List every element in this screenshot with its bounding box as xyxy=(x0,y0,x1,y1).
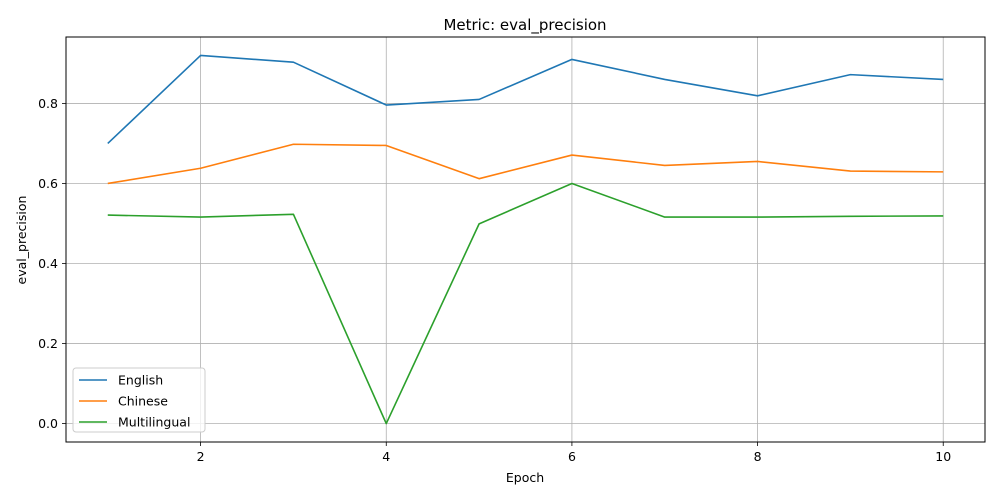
legend-label-multilingual: Multilingual xyxy=(118,415,190,430)
x-tick-label: 2 xyxy=(197,449,205,464)
legend: English Chinese Multilingual xyxy=(72,367,206,433)
plot-frame xyxy=(65,36,986,443)
x-axis-label: Epoch xyxy=(506,470,544,485)
grid xyxy=(66,37,985,442)
series-line-multilingual xyxy=(107,182,944,425)
y-tick-label: 0.0 xyxy=(38,416,58,431)
y-tick-label: 0.4 xyxy=(38,256,58,271)
x-tick-label: 6 xyxy=(568,449,576,464)
x-tick-label: 10 xyxy=(935,449,951,464)
x-tick-label: 4 xyxy=(382,449,390,464)
chart-title: Metric: eval_precision xyxy=(443,16,606,35)
y-tick-label: 0.8 xyxy=(38,96,58,111)
y-axis-label: eval_precision xyxy=(14,196,29,285)
legend-box xyxy=(72,367,206,433)
y-tick-label: 0.6 xyxy=(38,176,58,191)
legend-label-english: English xyxy=(118,373,163,388)
axis-ticks: 2 4 6 8 10 0.0 0.2 0.4 0.6 0.8 xyxy=(38,96,951,464)
series-line-english xyxy=(107,54,944,145)
series-line-chinese xyxy=(107,143,944,185)
legend-label-chinese: Chinese xyxy=(118,394,168,409)
x-tick-label: 8 xyxy=(754,449,762,464)
y-tick-label: 0.2 xyxy=(38,336,58,351)
series-lines xyxy=(107,54,944,425)
